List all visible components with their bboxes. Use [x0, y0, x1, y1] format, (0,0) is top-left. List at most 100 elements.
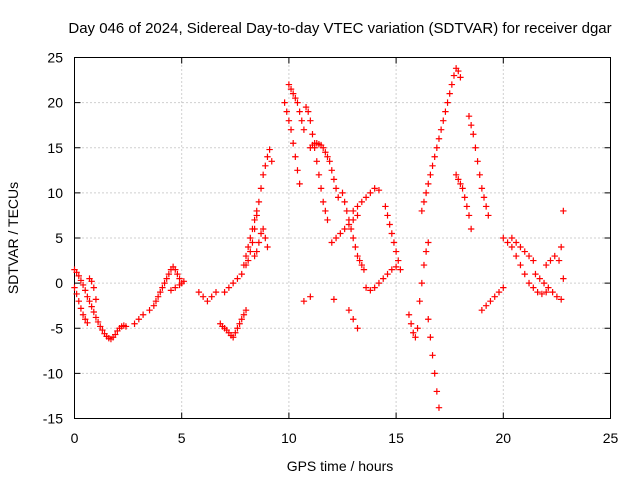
data-point — [530, 284, 537, 291]
data-point — [330, 176, 338, 183]
data-point — [448, 81, 456, 88]
data-point — [326, 158, 333, 165]
data-point — [229, 279, 237, 287]
data-point — [264, 243, 271, 251]
data-point — [307, 293, 314, 300]
data-point — [88, 303, 95, 310]
data-point — [367, 189, 374, 197]
data-point — [354, 203, 361, 210]
data-point — [313, 158, 320, 165]
data-point — [427, 334, 434, 341]
data-point — [146, 307, 153, 314]
data-point — [75, 297, 82, 305]
data-point — [234, 275, 241, 282]
data-point — [482, 203, 490, 210]
data-point — [431, 370, 438, 377]
data-point — [79, 281, 87, 289]
data-point — [384, 270, 391, 278]
data-point — [422, 248, 430, 255]
data-point — [112, 331, 119, 338]
data-point — [335, 194, 342, 201]
data-point — [371, 185, 378, 192]
data-point — [204, 297, 211, 305]
data-point — [482, 302, 490, 309]
data-point — [416, 297, 423, 305]
data-point — [337, 230, 344, 237]
data-point — [450, 72, 458, 79]
data-point — [452, 171, 460, 179]
data-point — [472, 144, 479, 151]
data-point — [320, 144, 327, 151]
data-point — [77, 277, 85, 284]
data-point — [412, 334, 419, 341]
data-point — [362, 284, 370, 291]
data-point — [517, 243, 524, 251]
data-point — [161, 279, 168, 287]
data-point — [500, 284, 507, 291]
data-point — [176, 275, 183, 282]
data-point — [253, 212, 260, 219]
y-tick-label: 25 — [47, 50, 63, 66]
data-point — [307, 117, 314, 124]
data-point — [300, 126, 308, 133]
data-point — [294, 99, 301, 106]
data-point — [532, 270, 539, 278]
data-point — [82, 316, 89, 323]
data-point — [77, 305, 85, 312]
data-point — [465, 212, 473, 219]
data-point — [90, 284, 97, 291]
data-point — [328, 167, 335, 174]
data-point — [287, 126, 295, 133]
data-point — [251, 216, 258, 224]
data-point — [350, 207, 357, 215]
data-point — [457, 74, 464, 81]
data-point — [347, 225, 355, 233]
data-point — [176, 281, 183, 289]
data-point — [322, 207, 329, 215]
data-point — [542, 261, 550, 269]
data-point — [476, 171, 483, 179]
data-point — [542, 288, 550, 296]
data-point — [367, 287, 374, 294]
data-point — [345, 307, 353, 314]
series-sdtvar — [71, 65, 567, 411]
data-point — [328, 239, 335, 246]
data-point — [429, 162, 436, 169]
data-point — [521, 270, 528, 278]
data-point — [375, 279, 383, 287]
data-point — [167, 287, 175, 294]
data-point — [75, 272, 82, 280]
data-point — [251, 252, 258, 260]
x-tick-labels: 0 5 10 15 20 25 — [71, 430, 619, 446]
data-point — [281, 99, 288, 106]
data-point — [285, 117, 293, 124]
data-point — [360, 266, 368, 273]
data-point — [255, 198, 263, 206]
data-point — [435, 135, 443, 142]
data-point — [268, 158, 275, 165]
data-point — [371, 284, 378, 291]
x-tick-label: 0 — [71, 430, 79, 446]
data-point — [332, 234, 340, 242]
data-point — [425, 239, 432, 246]
y-axis-label: SDTVAR / TECUs — [5, 182, 21, 294]
x-tick-label: 15 — [388, 430, 404, 446]
data-point — [236, 320, 243, 327]
data-point — [457, 180, 464, 188]
data-point — [285, 81, 293, 88]
y-tick-label: 20 — [47, 95, 63, 111]
data-point — [530, 257, 537, 264]
data-point — [461, 194, 468, 201]
data-point — [84, 293, 91, 300]
y-tick-label: 5 — [55, 230, 63, 246]
data-point — [221, 288, 228, 296]
data-point — [343, 207, 350, 215]
data-point — [322, 149, 329, 156]
data-point — [292, 153, 299, 160]
data-point — [300, 297, 308, 305]
data-point — [467, 225, 475, 233]
data-point — [380, 275, 387, 282]
data-point — [242, 252, 250, 260]
data-point — [525, 252, 533, 260]
